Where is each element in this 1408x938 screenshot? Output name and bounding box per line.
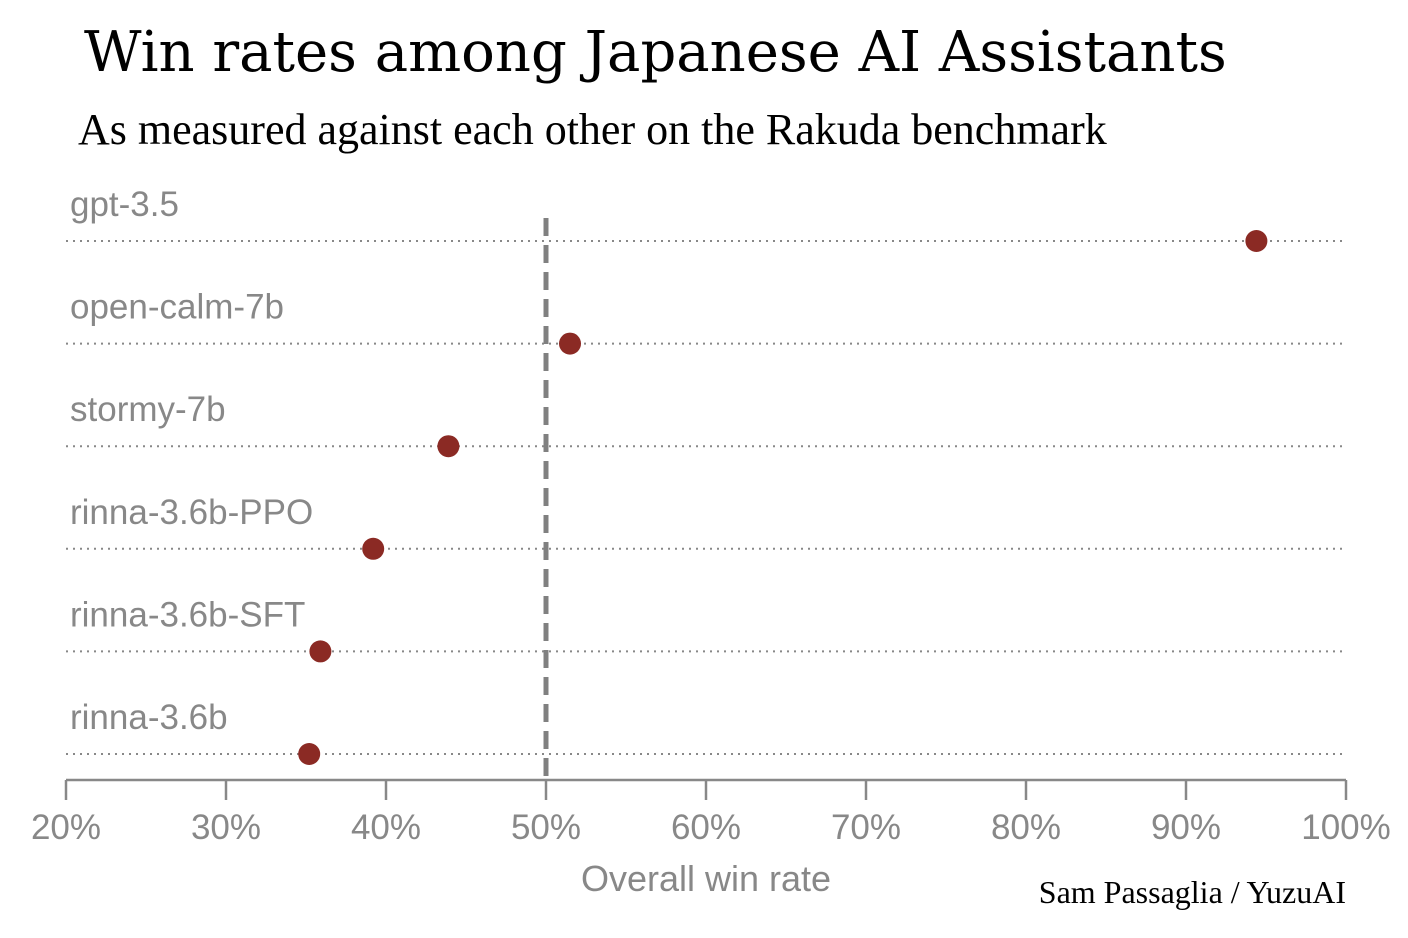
category-label: rinna-3.6b-SFT: [70, 595, 305, 634]
data-point-rinna-3.6b-PPO: [362, 537, 385, 560]
chart-credit: Sam Passaglia / YuzuAI: [1038, 874, 1346, 910]
category-label: gpt-3.5: [70, 185, 179, 224]
category-label: open-calm-7b: [70, 288, 284, 327]
x-tick-label: 100%: [1301, 808, 1391, 847]
x-tick-label: 20%: [31, 808, 101, 847]
category-label: stormy-7b: [70, 390, 226, 429]
category-label: rinna-3.6b-PPO: [70, 493, 313, 532]
x-tick-label: 50%: [511, 808, 581, 847]
x-tick-label: 30%: [191, 808, 261, 847]
data-point-rinna-3.6b: [298, 743, 321, 765]
x-axis-title: Overall win rate: [581, 858, 831, 899]
category-label: rinna-3.6b: [70, 698, 228, 737]
x-tick-label: 60%: [671, 808, 741, 847]
x-tick-label: 70%: [831, 808, 901, 847]
data-point-open-calm-7b: [559, 332, 581, 355]
data-point-gpt-3.5: [1245, 230, 1268, 252]
data-point-rinna-3.6b-SFT: [309, 640, 332, 663]
x-tick-label: 90%: [1151, 808, 1221, 847]
chart-subtitle: As measured against each other on the Ra…: [78, 105, 1107, 154]
x-tick-label: 40%: [351, 808, 421, 847]
chart-title: Win rates among Japanese AI Assistants: [84, 20, 1227, 85]
x-tick-label: 80%: [991, 808, 1061, 847]
data-point-stormy-7b: [437, 435, 460, 458]
